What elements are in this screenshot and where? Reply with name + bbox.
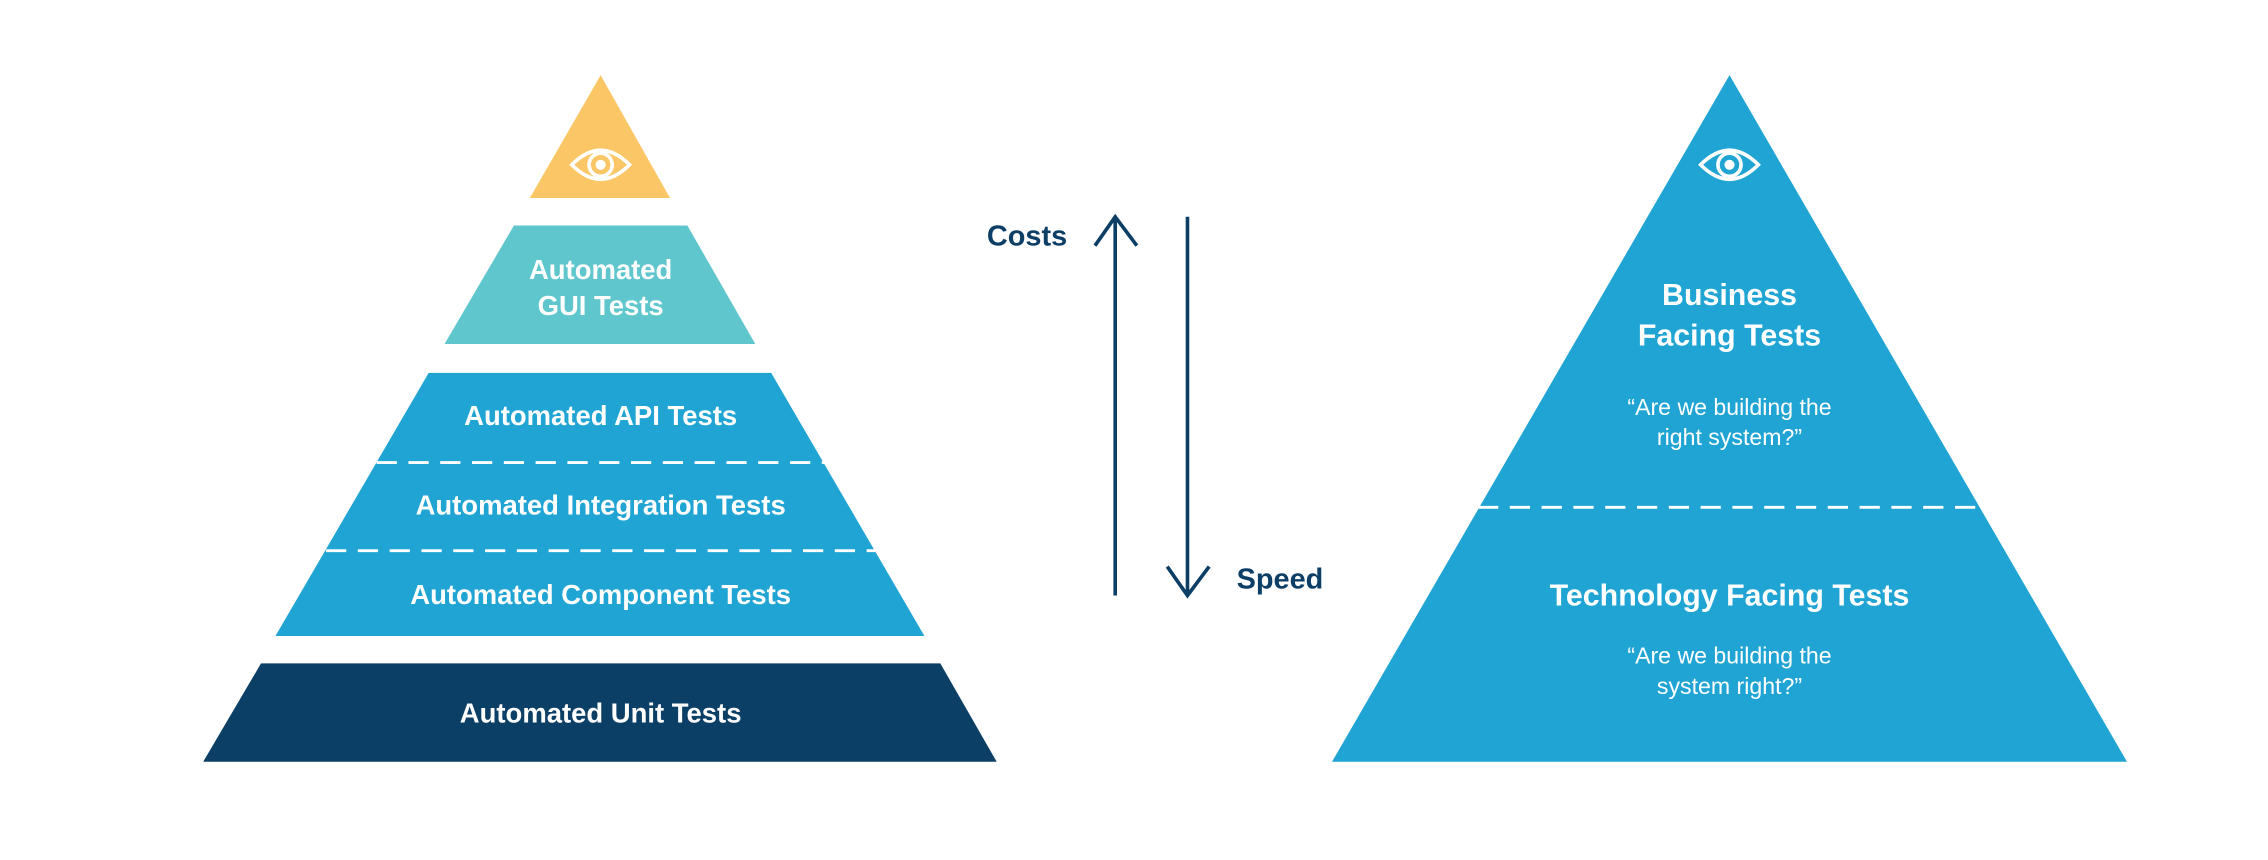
technology-quote-line1: “Are we building the xyxy=(1627,642,1831,668)
gui-label-line1: Automated xyxy=(529,254,672,285)
top-layer xyxy=(529,75,671,199)
business-label-line1: Business xyxy=(1662,279,1797,312)
right-pyramid: Business Facing Tests “Are we building t… xyxy=(1332,75,2127,762)
gui-layer xyxy=(444,225,756,344)
costs-label: Costs xyxy=(987,221,1067,253)
gui-label-line2: GUI Tests xyxy=(538,290,664,321)
eye-icon xyxy=(569,148,633,181)
technology-label: Technology Facing Tests xyxy=(1550,580,1910,613)
arrow-up-head xyxy=(1093,213,1139,247)
unit-layer xyxy=(203,663,997,762)
costs-speed-arrows xyxy=(1093,213,1211,599)
api-tests-label: Automated API Tests xyxy=(464,400,737,431)
integration-tests-label: Automated Integration Tests xyxy=(416,490,786,521)
speed-label: Speed xyxy=(1237,563,1324,595)
business-quote-line2: right system?” xyxy=(1657,424,1802,450)
component-tests-label: Automated Component Tests xyxy=(410,579,791,610)
unit-tests-label: Automated Unit Tests xyxy=(460,698,742,729)
eye-icon xyxy=(1698,148,1761,181)
technology-quote-line2: system right?” xyxy=(1657,673,1802,699)
arrow-down-head xyxy=(1165,565,1211,599)
middle-layer xyxy=(275,372,925,636)
right-triangle xyxy=(1332,75,2127,762)
left-pyramid: Automated GUI Tests Automated API Tests … xyxy=(203,75,997,762)
business-label-line2: Facing Tests xyxy=(1638,319,1821,352)
business-quote-line1: “Are we building the xyxy=(1627,394,1831,420)
